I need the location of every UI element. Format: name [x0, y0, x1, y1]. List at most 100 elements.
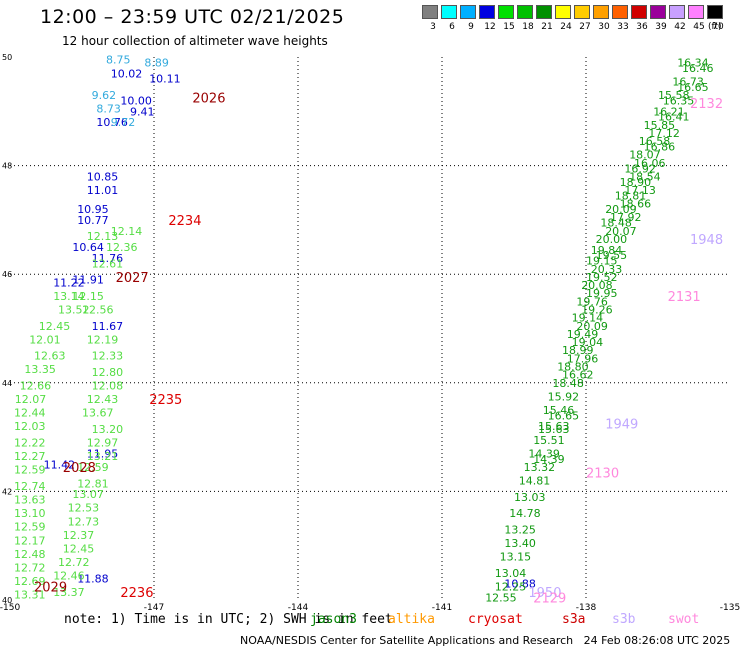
- wave-height-value: 16.06: [634, 157, 666, 170]
- wave-height-value: 15.63: [538, 420, 570, 433]
- wave-height-value: 13.04: [495, 567, 527, 580]
- wave-height-value: 12.72: [14, 561, 46, 574]
- wave-height-value: 20.08: [581, 279, 613, 292]
- satellite-jason3: jason3: [310, 612, 357, 627]
- y-tick-label: 50: [2, 53, 12, 62]
- footer-note: note: 1) Time is in UTC; 2) SWH is in fe…: [64, 612, 393, 627]
- wave-height-value: 16.92: [624, 162, 656, 175]
- wave-height-value: 9.41: [130, 105, 155, 118]
- wave-height-value: 18.48: [600, 217, 632, 230]
- chart-title: 12:00 – 23:59 UTC 02/21/2025: [40, 6, 345, 28]
- wave-height-value: 13.15: [500, 551, 531, 564]
- wave-height-value: 11.42: [44, 458, 76, 471]
- colorbar-swatch: [593, 5, 609, 19]
- wave-height-value: 13.37: [53, 586, 84, 599]
- colorbar-swatch: [688, 5, 704, 19]
- wave-height-value: 13.20: [92, 423, 124, 436]
- wave-height-value: 12.59: [14, 464, 46, 477]
- wave-height-value: 12.43: [87, 393, 119, 406]
- wave-height-value: 20.00: [596, 233, 628, 246]
- wave-height-value: 11.91: [72, 274, 104, 287]
- wave-height-value: 20.33: [591, 263, 623, 276]
- wave-height-value: 15.63: [538, 423, 570, 436]
- chart-subtitle: 12 hour collection of altimeter wave hei…: [62, 34, 328, 48]
- wave-height-value: 16.46: [682, 62, 714, 75]
- wave-height-value: 16.62: [562, 369, 594, 382]
- wave-height-value: 18.48: [552, 377, 584, 390]
- pass-time-label: 1948: [690, 233, 723, 248]
- wave-height-value: 17.13: [624, 184, 656, 197]
- colorbar-label: 15: [503, 22, 515, 32]
- wave-height-value: 12.56: [82, 303, 114, 316]
- colorbar-label: 27: [579, 22, 591, 32]
- wave-height-value: 12.27: [14, 450, 46, 463]
- wave-height-value: 14.39: [528, 447, 560, 460]
- colorbar-swatch: [498, 5, 514, 19]
- colorbar-label: 6: [449, 22, 455, 32]
- wave-height-value: 15.58: [658, 89, 690, 102]
- wave-height-value: 15.46: [543, 404, 575, 417]
- satellite-cryosat: cryosat: [468, 612, 523, 627]
- wave-height-value: 12.14: [111, 225, 143, 238]
- wave-height-value: 10.64: [72, 241, 104, 254]
- pass-time-label: 2029: [34, 580, 67, 595]
- wave-height-value: 16.34: [677, 56, 709, 69]
- wave-height-value: 10.95: [77, 203, 109, 216]
- wave-height-value: 18.54: [629, 170, 661, 183]
- wave-height-value: 13.14: [53, 290, 84, 303]
- wave-height-value: 16.86: [644, 141, 676, 154]
- wave-height-value: 12.61: [92, 257, 124, 270]
- wave-height-value: 13.40: [504, 537, 536, 550]
- wave-height-value: 11.95: [87, 447, 119, 460]
- wave-height-value: 12.37: [63, 529, 95, 542]
- wave-height-value: 8.73: [96, 103, 121, 116]
- wave-height-value: 10.02: [111, 67, 143, 80]
- wave-height-value: 12.73: [68, 515, 100, 528]
- wave-height-value: 12.72: [58, 556, 90, 569]
- x-tick-label: -150: [0, 603, 20, 613]
- wave-height-value: 12.74: [14, 480, 46, 493]
- wave-height-value: 10.88: [504, 578, 536, 591]
- colorbar-swatch: [631, 5, 647, 19]
- wave-height-value: 12.03: [14, 420, 46, 433]
- wave-height-value: 8.89: [144, 56, 169, 69]
- wave-height-value: 11.76: [92, 252, 124, 265]
- wave-height-value: 11.22: [53, 276, 84, 289]
- wave-height-value: 12.81: [77, 477, 109, 490]
- colorbar-label: 12: [484, 22, 496, 32]
- wave-height-value: 19.76: [576, 295, 608, 308]
- wave-height-value: 12.59: [14, 521, 46, 534]
- pass-time-label: 1950: [528, 586, 561, 601]
- colorbar-label: 18: [522, 22, 534, 32]
- satellite-swot: swot: [668, 612, 700, 627]
- colorbar-label: 21: [541, 22, 553, 32]
- colorbar-label: 24: [560, 22, 572, 32]
- wave-height-value: 18.66: [620, 198, 652, 211]
- wave-height-value: 12.45: [39, 320, 71, 333]
- pass-time-label: 2027: [116, 271, 149, 286]
- credit-timestamp: 24 Feb 08:26:08 UTC 2025: [583, 634, 731, 647]
- wave-height-value: 12.19: [87, 333, 119, 346]
- wave-height-value: 10.00: [120, 94, 151, 107]
- wave-height-value: 17.12: [648, 127, 680, 140]
- wave-height-value: 13.67: [82, 407, 114, 420]
- colorbar-swatch: [441, 5, 457, 19]
- wave-height-value: 12.63: [34, 350, 66, 363]
- x-tick-label: -141: [432, 603, 452, 613]
- wave-height-value: 12.08: [92, 380, 124, 393]
- wave-height-value: 12.97: [87, 437, 119, 450]
- wave-height-value: 12.36: [106, 241, 138, 254]
- pass-time-label: 2234: [168, 214, 201, 229]
- wave-height-value: 16.65: [677, 81, 709, 94]
- y-tick-label: 42: [2, 487, 12, 496]
- colorbar-swatch: [650, 5, 666, 19]
- wave-height-value: 10.85: [87, 170, 119, 183]
- wave-height-value: 12.55: [485, 591, 517, 604]
- colorbar-swatch: [707, 5, 723, 19]
- pass-time-label: 2026: [192, 92, 225, 107]
- colorbar-swatch: [669, 5, 685, 19]
- colorbar-label: 33: [617, 22, 629, 32]
- wave-height-value: 12.07: [15, 393, 47, 406]
- colorbar-label: 30: [598, 22, 610, 32]
